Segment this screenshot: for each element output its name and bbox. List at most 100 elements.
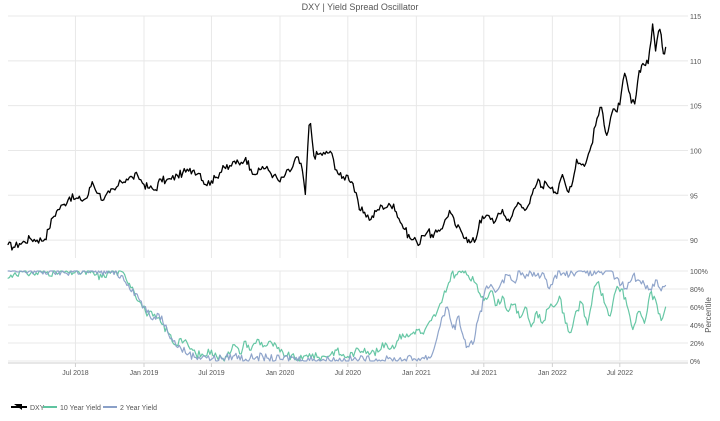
dxy-point-117 [624,72,626,74]
2-year-yield-point-6 [74,270,76,272]
dxy-point-62 [341,177,343,179]
series-line-2-year-yield [8,270,667,362]
dxy-point-81 [442,224,445,226]
2-year-yield-point-81 [660,290,662,292]
percentile-y-tick-20: 20% [690,341,704,348]
dxy-point-72 [398,217,400,220]
2-year-yield-point-3 [41,271,43,273]
2-year-yield-point-42 [454,329,456,330]
dxy-grid [8,15,688,258]
dxy-point-34 [199,173,201,175]
2-year-yield-point-7 [86,271,88,273]
dxy-point-124 [654,50,657,52]
dxy-y-tick-105: 105 [690,104,702,111]
dxy-point-35 [204,183,207,186]
2-year-yield-point-50 [484,288,486,290]
dxy-point-76 [417,244,419,247]
10-year-yield-point-14 [139,301,141,303]
10-year-yield-point-17 [160,321,162,323]
dxy-point-41 [239,164,241,166]
10-year-yield-point-56 [430,320,432,321]
10-year-yield-point-79 [558,295,560,297]
dxy-point-56 [309,122,312,125]
10-year-yield-point-80 [564,322,566,324]
10-year-yield-point-44 [347,356,349,357]
10-year-yield-point-77 [547,308,549,310]
2-year-yield-point-56 [519,270,521,272]
2-year-yield-point-26 [256,356,258,357]
10-year-yield-point-54 [415,329,417,330]
dxy-point-77 [420,234,423,237]
dxy-point-65 [358,209,360,211]
2-year-yield-point-21 [203,355,205,357]
dxy-point-100 [540,186,542,188]
dxy-point-43 [250,168,252,170]
2-year-yield-point-71 [603,272,605,274]
dxy-point-47 [273,174,275,177]
legend-item-dxy[interactable]: DXY [11,404,45,412]
10-year-yield-point-75 [536,311,538,312]
oscillator-plot [7,270,667,362]
2-year-yield-point-65 [570,270,572,272]
dxy-point-44 [256,173,258,175]
dxy-point-68 [375,210,377,212]
series-line-dxy [7,23,667,251]
10-year-yield-point-31 [250,349,252,351]
10-year-yield-point-40 [316,356,318,358]
dxy-point-110 [590,145,592,147]
dxy-point-67 [370,218,372,221]
2-year-yield-point-77 [637,279,639,281]
2-year-yield-point-1 [19,271,21,273]
dxy-point-115 [615,110,617,112]
dxy-point-111 [596,117,598,119]
dxy-point-127 [662,53,665,55]
dxy-point-33 [193,169,195,171]
dxy-point-4 [29,237,31,239]
10-year-yield-point-27 [227,351,229,353]
10-year-yield-point-73 [524,306,526,308]
2-year-yield-point-45 [465,347,467,348]
legend: DXY 10 Year Yield 2 Year Yield [11,404,157,412]
dxy-point-1 [12,246,14,248]
dxy-point-59 [324,153,326,155]
10-year-yield-point-53 [407,336,409,338]
2-year-yield-point-34 [381,359,383,361]
10-year-yield-point-25 [216,356,218,357]
dxy-point-121 [642,62,644,65]
dxy-point-112 [600,106,603,109]
dxy-point-60 [329,150,331,152]
dxy-point-21 [125,178,128,180]
10-year-yield-point-1 [14,272,16,274]
2-year-yield-point-20 [195,356,197,358]
dxy-point-45 [261,165,264,168]
2-year-yield-point-13 [143,306,145,308]
2-year-yield-point-2 [29,270,31,272]
dxy-y-tick-100: 100 [690,148,702,155]
dxy-point-32 [188,170,190,172]
10-year-yield-point-76 [541,322,543,324]
10-year-yield-point-94 [643,322,645,324]
dxy-point-80 [437,229,439,231]
dxy-point-51 [296,156,298,158]
dxy-point-50 [290,168,293,170]
10-year-yield-point-71 [513,303,515,305]
dxy-point-82 [448,209,451,212]
2-year-yield-point-40 [446,306,448,308]
x-tick-label-jan-2022: Jan 2022 [538,370,567,377]
10-year-yield-point-46 [364,347,366,349]
2-year-yield-point-67 [580,270,582,272]
10-year-yield-point-39 [308,353,310,355]
legend-item-10-year-yield[interactable]: 10 Year Yield [43,405,101,412]
dxy-point-95 [517,201,519,204]
dxy-point-104 [561,174,564,176]
dxy-point-15 [91,181,93,183]
percentile-y-tick-80: 80% [690,287,704,294]
10-year-yield-point-63 [467,275,469,276]
10-year-yield-point-12 [124,274,126,276]
legend-item-2-year-yield[interactable]: 2 Year Yield [103,405,157,412]
dxy-y-tick-95: 95 [690,193,698,200]
2-year-yield-point-52 [496,290,498,292]
10-year-yield-point-72 [519,317,521,319]
10-year-yield-point-13 [131,286,133,288]
2-year-yield-point-63 [558,270,560,272]
